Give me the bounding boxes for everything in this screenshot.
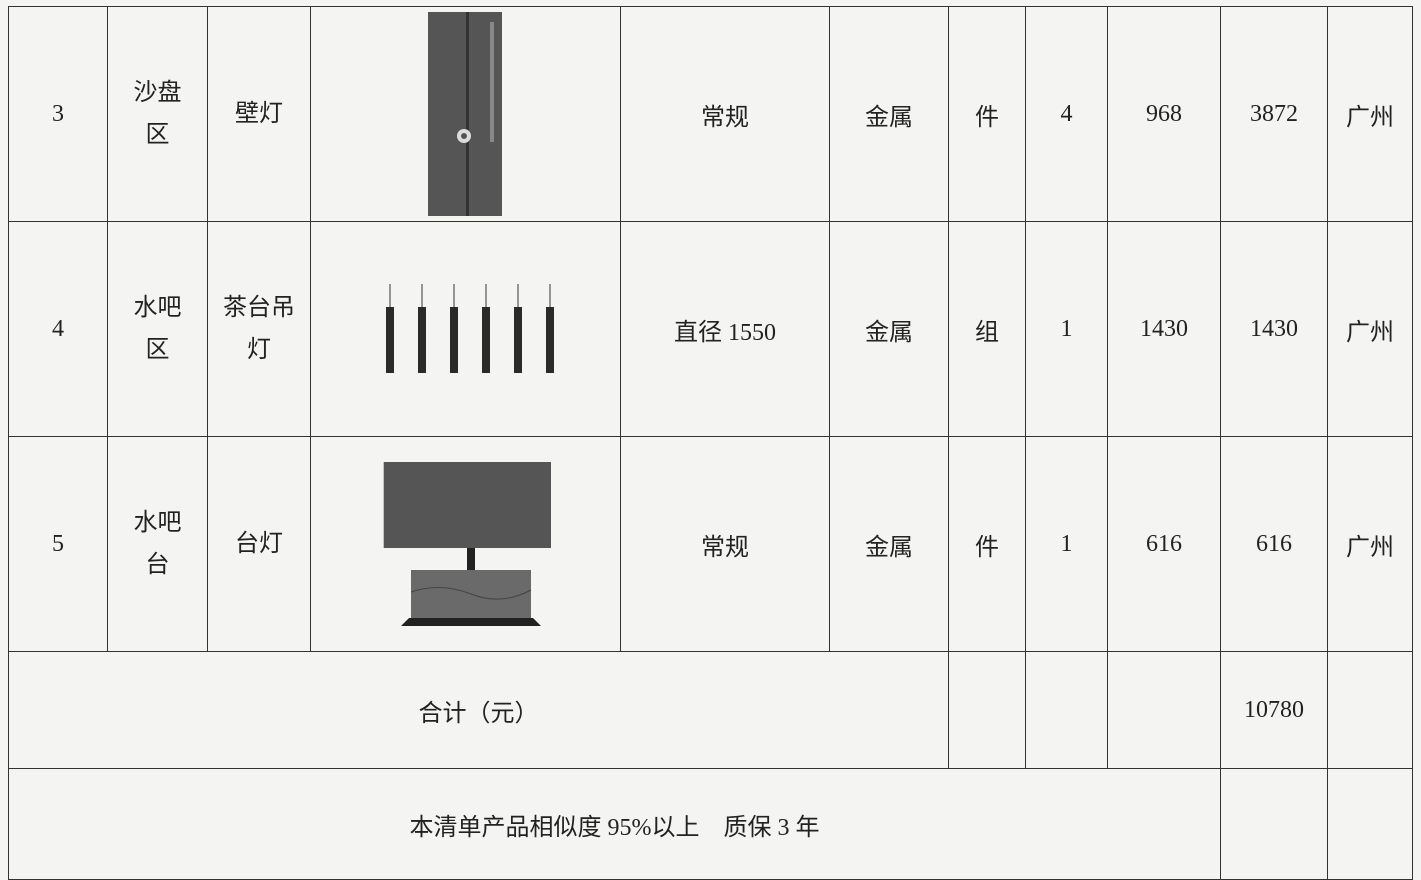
cell-material: 金属 (829, 6, 949, 222)
cell-material: 金属 (829, 436, 949, 652)
cell-price: 616 (1107, 436, 1221, 652)
row: 5 水吧台 台灯 常规 金属 件 1 616 616 广州 (8, 436, 1413, 652)
empty-cell (1107, 651, 1221, 769)
empty-cell (1220, 768, 1328, 880)
empty-cell (1327, 651, 1413, 769)
cell-qty: 4 (1025, 6, 1108, 222)
cell-image (310, 6, 621, 222)
table-wrap: 3 沙盘区 壁灯 常规 金属 件 4 968 3872 广州 4 水吧区 (8, 6, 1413, 880)
cell-origin: 广州 (1327, 221, 1413, 437)
name: 壁灯 (235, 101, 283, 127)
cell-amount: 1430 (1220, 221, 1328, 437)
cell-no: 5 (8, 436, 108, 652)
cell-area: 水吧区 (107, 221, 208, 437)
row: 4 水吧区 茶台吊灯 直径 1550 金属 组 1 1430 (8, 221, 1413, 437)
empty-cell (948, 651, 1026, 769)
note: 本清单产品相似度 95%以上 质保 3 年 (8, 768, 1221, 880)
table-body: 3 沙盘区 壁灯 常规 金属 件 4 968 3872 广州 4 水吧区 (8, 6, 1413, 880)
total-amount: 10780 (1220, 651, 1328, 769)
cell-amount: 616 (1220, 436, 1328, 652)
cell-name: 壁灯 (207, 6, 311, 222)
cell-unit: 件 (948, 6, 1026, 222)
cell-area: 沙盘区 (107, 6, 208, 222)
row: 3 沙盘区 壁灯 常规 金属 件 4 968 3872 广州 (8, 6, 1413, 222)
cell-image (310, 436, 621, 652)
table-lamp-image (383, 462, 551, 626)
cell-qty: 1 (1025, 436, 1108, 652)
product-table: 3 沙盘区 壁灯 常规 金属 件 4 968 3872 广州 4 水吧区 (8, 6, 1413, 880)
name: 茶台吊灯 (223, 295, 295, 363)
cell-unit: 件 (948, 436, 1026, 652)
empty-cell (1025, 651, 1108, 769)
cell-origin: 广州 (1327, 6, 1413, 222)
area: 沙盘区 (133, 80, 182, 148)
cell-qty: 1 (1025, 221, 1108, 437)
area: 水吧台 (133, 510, 182, 578)
pendant-lamp-image (385, 284, 554, 373)
total-label: 合计（元） (8, 651, 949, 769)
cell-image (310, 221, 621, 437)
cell-price: 1430 (1107, 221, 1221, 437)
cell-price: 968 (1107, 6, 1221, 222)
cell-spec: 直径 1550 (620, 221, 830, 437)
cell-material: 金属 (829, 221, 949, 437)
cell-amount: 3872 (1220, 6, 1328, 222)
cell-spec: 常规 (620, 436, 830, 652)
cell-area: 水吧台 (107, 436, 208, 652)
note-row: 本清单产品相似度 95%以上 质保 3 年 (8, 768, 1413, 880)
wall-lamp-image (427, 12, 502, 216)
area: 水吧区 (133, 295, 182, 363)
cell-name: 台灯 (207, 436, 311, 652)
cell-origin: 广州 (1327, 436, 1413, 652)
name: 台灯 (235, 531, 283, 557)
total-row: 合计（元） 10780 (8, 651, 1413, 769)
cell-no: 4 (8, 221, 108, 437)
cell-name: 茶台吊灯 (207, 221, 311, 437)
empty-cell (1327, 768, 1413, 880)
cell-unit: 组 (948, 221, 1026, 437)
cell-no: 3 (8, 6, 108, 222)
cell-spec: 常规 (620, 6, 830, 222)
